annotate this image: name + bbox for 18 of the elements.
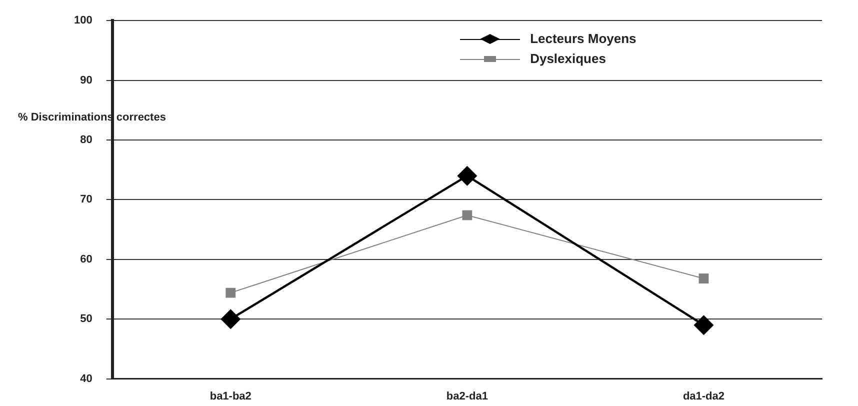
- y-tick-label: 80: [80, 134, 92, 146]
- point: [694, 315, 714, 336]
- y-tick-label: 60: [80, 253, 92, 266]
- point: [226, 288, 236, 298]
- point: [457, 166, 478, 186]
- point: [462, 210, 472, 220]
- y-tick-label: 50: [80, 313, 92, 326]
- x-tick-label: ba1-ba2: [210, 390, 252, 402]
- y-tick-label: 100: [74, 14, 92, 27]
- legend-label: Lecteurs Moyens: [530, 31, 636, 46]
- point: [220, 309, 241, 330]
- y-tick-label: 40: [80, 372, 92, 385]
- legend-label: Dyslexiques: [530, 51, 606, 66]
- y-tick-label: 70: [80, 194, 92, 206]
- point: [698, 274, 709, 284]
- x-tick-label: da1-da2: [682, 390, 725, 402]
- y-tick-label: 90: [80, 74, 92, 86]
- x-tick-label: ba2-da1: [446, 390, 488, 402]
